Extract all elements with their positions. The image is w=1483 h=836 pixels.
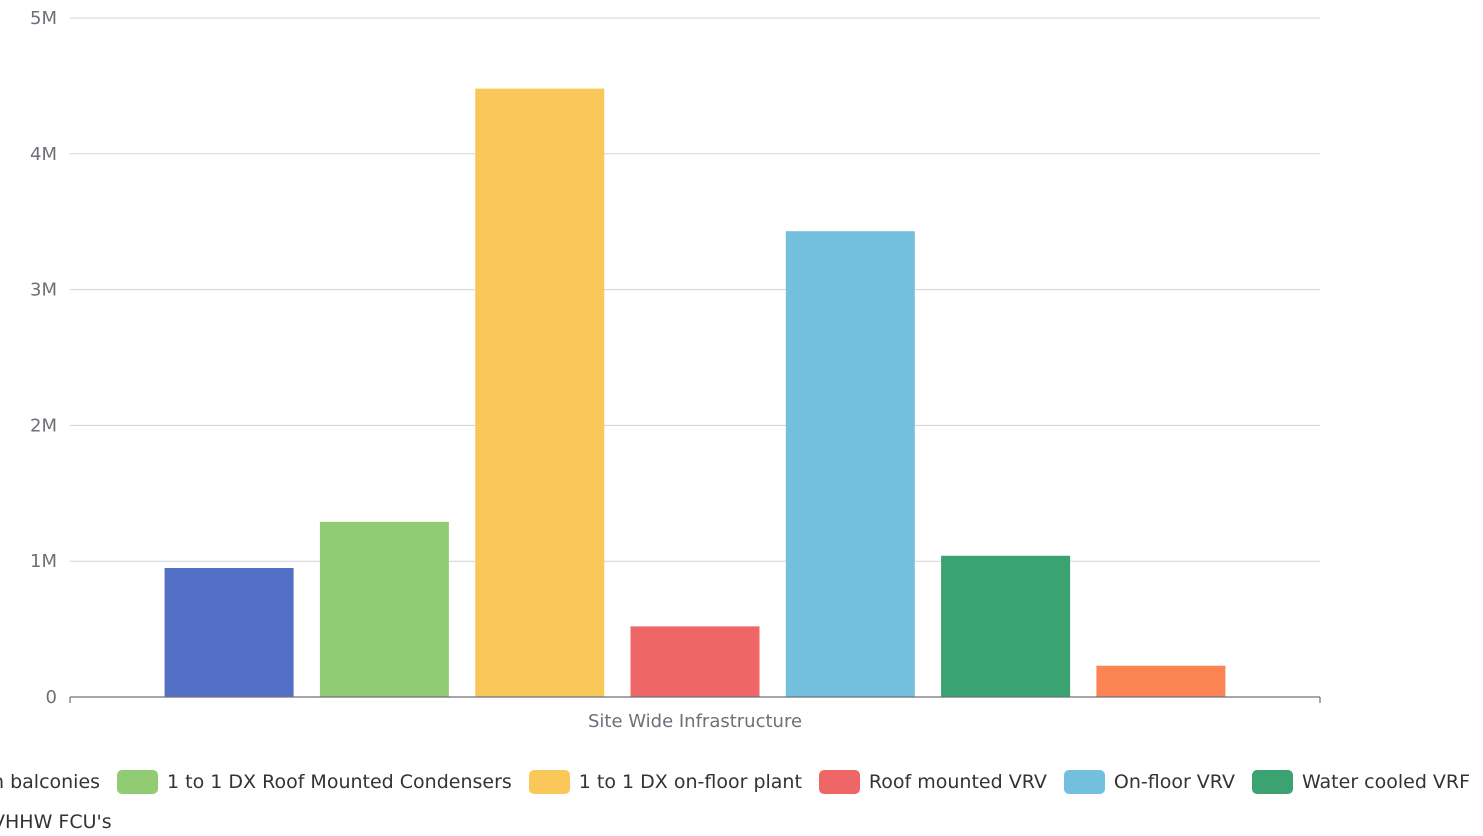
legend-item[interactable]: VHHW FCU's [0,811,112,833]
legend-swatch [528,770,570,794]
legend-item[interactable]: n balconies [0,771,100,793]
legend-swatch [818,770,860,794]
y-tick-label: 1M [30,551,57,572]
x-axis: Site Wide Infrastructure [69,696,1321,732]
legend-row-2: VHHW FCU's [0,811,129,833]
x-category-label: Site Wide Infrastructure [588,711,802,732]
bar-5[interactable] [785,231,915,697]
legend-label: On-floor VRV [1113,771,1235,793]
legend-label: Roof mounted VRV [868,771,1047,793]
y-axis-tick-labels: 0 1M 2M 3M 4M 5M [30,8,57,708]
bar-4[interactable] [630,626,760,697]
legend-item[interactable]: Water cooled VRF [1251,770,1471,794]
legend-label: 1 to 1 DX on-floor plant [578,771,802,793]
legend-swatch [117,770,159,794]
y-tick-label: 2M [30,415,57,436]
legend-swatch [1251,770,1293,794]
legend-swatch [1063,770,1105,794]
bars [164,88,1226,698]
y-tick-label: 5M [30,8,57,29]
legend-item[interactable]: 1 to 1 DX on-floor plant [528,770,802,794]
y-tick-label: 3M [30,280,57,301]
y-tick-label: 0 [46,687,57,708]
legend-item[interactable]: 1 to 1 DX Roof Mounted Condensers [117,770,512,794]
legend-label: n balconies [0,771,101,793]
legend-item[interactable]: Roof mounted VRV [818,770,1047,794]
legend-item[interactable]: On-floor VRV [1063,770,1235,794]
grid-lines [70,17,1320,562]
bar-3[interactable] [475,88,605,698]
legend-label: VHHW FCU's [0,811,112,833]
bar-6[interactable] [941,555,1071,697]
bar-7[interactable] [1096,665,1226,697]
legend-label: Water cooled VRF [1301,771,1471,793]
bar-1[interactable] [164,567,294,697]
legend-label: 1 to 1 DX Roof Mounted Condensers [167,771,512,793]
bar-2[interactable] [319,521,449,697]
bar-chart: 0 1M 2M 3M 4M 5M Site Wide Infrastructure [30,8,1321,732]
legend-row-1: n balconies 1 to 1 DX Roof Mounted Conden… [0,770,1483,794]
y-tick-label: 4M [30,144,57,165]
